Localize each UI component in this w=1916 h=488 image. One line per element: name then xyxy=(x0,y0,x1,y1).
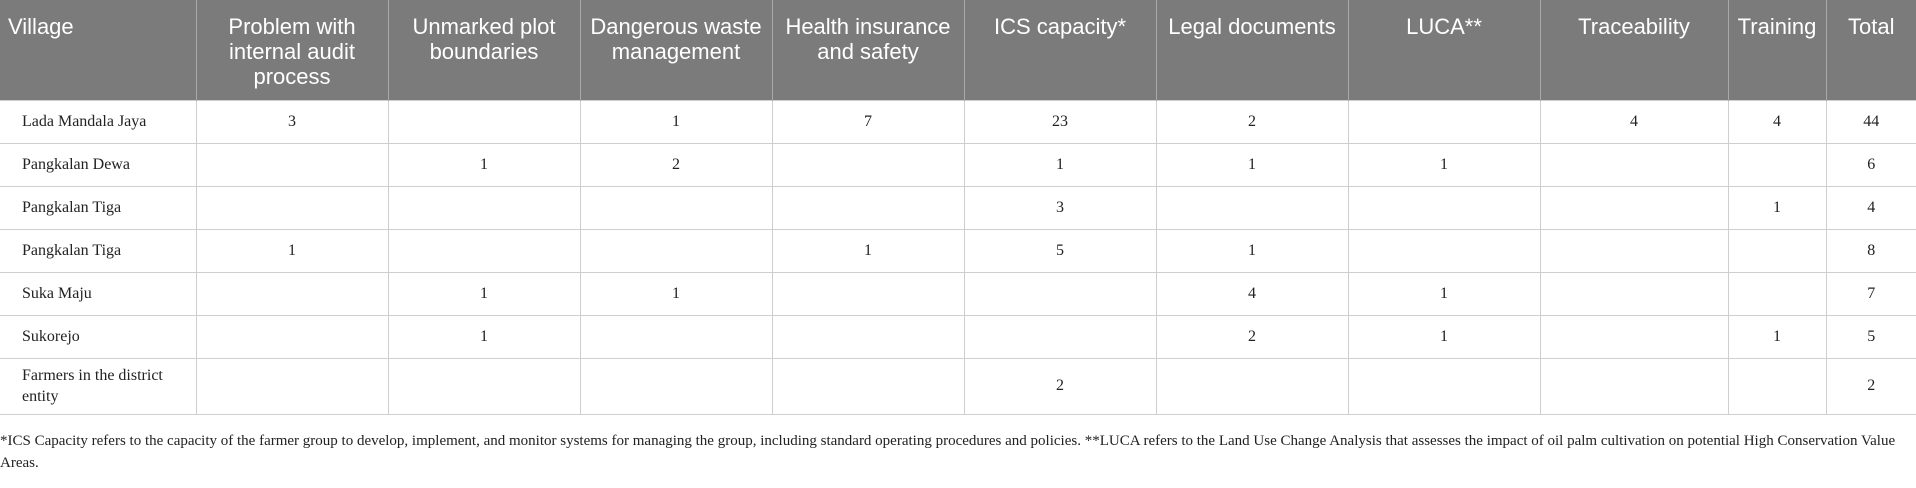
table-row: Lada Mandala Jaya 3 1 7 23 2 4 4 44 xyxy=(0,99,1916,144)
table-cell xyxy=(1348,99,1541,144)
table-cell: 1 xyxy=(580,99,773,144)
header-training: Training xyxy=(1728,0,1827,100)
table-cell: 1 xyxy=(388,315,581,359)
table-cell: 4 xyxy=(1728,99,1827,144)
table-cell xyxy=(196,272,389,316)
table-cell xyxy=(1540,186,1729,230)
table-cell xyxy=(1348,358,1541,415)
table-cell xyxy=(388,229,581,273)
table-cell: 2 xyxy=(1156,99,1349,144)
table-cell: 1 xyxy=(196,229,389,273)
table-cell: 1 xyxy=(1156,229,1349,273)
table-row: Pangkalan Tiga 1 1 5 1 8 xyxy=(0,229,1916,273)
table-cell xyxy=(772,272,965,316)
header-ics-capacity: ICS capacity* xyxy=(964,0,1157,100)
header-row: Village Problem with internal audit proc… xyxy=(0,0,1916,100)
table-cell xyxy=(1728,229,1827,273)
table-cell xyxy=(196,143,389,187)
table-cell xyxy=(1540,315,1729,359)
total-cell: 4 xyxy=(1826,186,1916,230)
table-cell xyxy=(1728,358,1827,415)
table-cell xyxy=(580,315,773,359)
table-cell xyxy=(1540,272,1729,316)
table-cell: 4 xyxy=(1156,272,1349,316)
table-cell xyxy=(1540,358,1729,415)
table-cell xyxy=(580,358,773,415)
header-luca: LUCA** xyxy=(1348,0,1541,100)
table-cell: 4 xyxy=(1540,99,1729,144)
village-cell: Pangkalan Tiga xyxy=(0,186,197,230)
table-cell: 7 xyxy=(772,99,965,144)
total-cell: 6 xyxy=(1826,143,1916,187)
table-cell xyxy=(1540,229,1729,273)
table-cell xyxy=(388,99,581,144)
total-cell: 44 xyxy=(1826,99,1916,144)
table-cell: 1 xyxy=(580,272,773,316)
header-legal-documents: Legal documents xyxy=(1156,0,1349,100)
total-cell: 8 xyxy=(1826,229,1916,273)
header-internal-audit: Problem with internal audit process xyxy=(196,0,389,100)
table-cell xyxy=(1156,186,1349,230)
table-row: Farmers in the district entity 2 2 xyxy=(0,358,1916,415)
village-cell: Pangkalan Tiga xyxy=(0,229,197,273)
table-cell: 2 xyxy=(580,143,773,187)
header-waste-management: Dangerous waste management xyxy=(580,0,773,100)
table-cell xyxy=(196,358,389,415)
village-cell: Sukorejo xyxy=(0,315,197,359)
table-cell xyxy=(1728,272,1827,316)
header-village: Village xyxy=(0,0,197,100)
table-cell xyxy=(1540,143,1729,187)
table-cell xyxy=(772,358,965,415)
table-cell: 1 xyxy=(1348,315,1541,359)
table-row: Pangkalan Dewa 1 2 1 1 1 6 xyxy=(0,143,1916,187)
total-cell: 2 xyxy=(1826,358,1916,415)
table-cell: 1 xyxy=(388,272,581,316)
table-cell: 23 xyxy=(964,99,1157,144)
table-cell: 1 xyxy=(1728,186,1827,230)
table-cell xyxy=(388,186,581,230)
table-cell xyxy=(1348,186,1541,230)
table-cell xyxy=(388,358,581,415)
table-cell: 5 xyxy=(964,229,1157,273)
table-cell: 1 xyxy=(964,143,1157,187)
table-cell xyxy=(772,186,965,230)
village-cell: Lada Mandala Jaya xyxy=(0,99,197,144)
table-cell: 1 xyxy=(1348,143,1541,187)
table-cell: 3 xyxy=(964,186,1157,230)
table-cell: 2 xyxy=(964,358,1157,415)
header-total: Total xyxy=(1826,0,1916,100)
table-cell xyxy=(196,186,389,230)
table-cell xyxy=(964,315,1157,359)
village-cell: Pangkalan Dewa xyxy=(0,143,197,187)
table-cell xyxy=(964,272,1157,316)
table-row: Pangkalan Tiga 3 1 4 xyxy=(0,186,1916,230)
village-cell: Farmers in the district entity xyxy=(0,358,197,415)
table-cell: 1 xyxy=(1156,143,1349,187)
table-row: Suka Maju 1 1 4 1 7 xyxy=(0,272,1916,316)
table-footnote: *ICS Capacity refers to the capacity of … xyxy=(0,433,1896,471)
table-row: Sukorejo 1 2 1 1 5 xyxy=(0,315,1916,359)
table-cell: 1 xyxy=(1348,272,1541,316)
data-table: Village Problem with internal audit proc… xyxy=(0,0,1916,415)
total-cell: 5 xyxy=(1826,315,1916,359)
table-cell: 1 xyxy=(1728,315,1827,359)
table-cell xyxy=(580,229,773,273)
table-cell xyxy=(196,315,389,359)
total-cell: 7 xyxy=(1826,272,1916,316)
table-cell: 1 xyxy=(772,229,965,273)
header-health-insurance: Health insurance and safety xyxy=(772,0,965,100)
table-cell xyxy=(580,186,773,230)
header-plot-boundaries: Unmarked plot boundaries xyxy=(388,0,581,100)
table-cell: 1 xyxy=(388,143,581,187)
table-cell xyxy=(1156,358,1349,415)
table-cell xyxy=(1728,143,1827,187)
table-cell xyxy=(1348,229,1541,273)
table-cell: 2 xyxy=(1156,315,1349,359)
header-traceability: Traceability xyxy=(1540,0,1729,100)
table-cell xyxy=(772,143,965,187)
village-cell: Suka Maju xyxy=(0,272,197,316)
table-cell xyxy=(772,315,965,359)
table-cell: 3 xyxy=(196,99,389,144)
